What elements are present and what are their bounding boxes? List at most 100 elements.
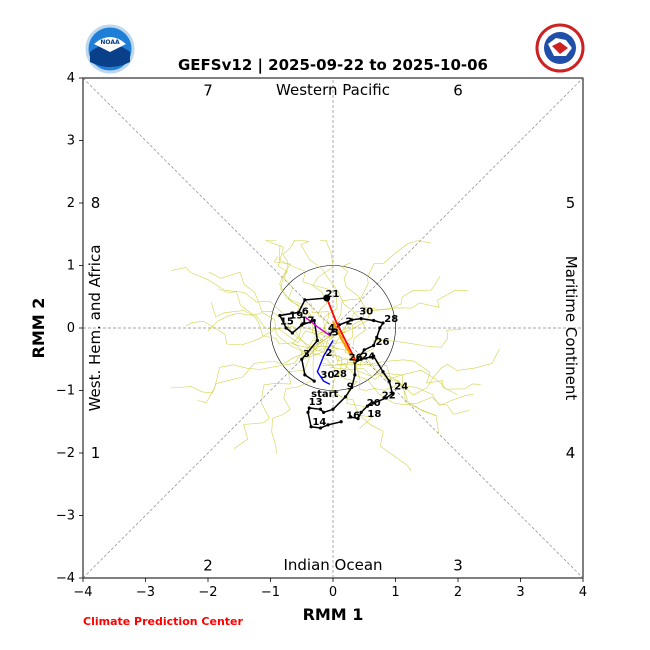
date-label: 15 bbox=[280, 316, 294, 327]
start-marker bbox=[323, 294, 331, 302]
forecast-magenta-track-line bbox=[304, 316, 331, 337]
ensemble-mean-track-point bbox=[375, 335, 379, 339]
phase-number: 6 bbox=[453, 82, 463, 100]
x-tick-label: −1 bbox=[261, 585, 280, 600]
ensemble-member-line bbox=[170, 339, 325, 394]
y-tick-label: −2 bbox=[56, 446, 75, 461]
past-track-point bbox=[300, 357, 304, 361]
ensemble-member-line bbox=[332, 290, 468, 344]
ensemble-member-line bbox=[329, 326, 373, 429]
x-tick-label: 2 bbox=[454, 585, 462, 600]
y-axis-label: RMM 2 bbox=[29, 298, 48, 359]
date-label: start bbox=[311, 389, 338, 400]
ensemble-mean-track-point bbox=[355, 358, 359, 363]
ensemble-member-line bbox=[313, 276, 441, 356]
ensemble-member-line bbox=[330, 367, 481, 390]
date-label: 3 bbox=[332, 328, 339, 339]
past-track-line bbox=[278, 297, 327, 382]
ensemble-member-line bbox=[321, 338, 437, 417]
past-track-point bbox=[290, 331, 294, 335]
date-label: 30 bbox=[359, 306, 373, 317]
x-axis-ticks: −4 −3 −2 −1 0 1 2 3 4 bbox=[73, 578, 587, 600]
date-label: 24 bbox=[394, 381, 408, 392]
ensemble-member-line bbox=[185, 320, 330, 352]
x-tick-label: −2 bbox=[198, 585, 217, 600]
ensemble-member-line bbox=[278, 245, 338, 353]
x-axis-label: RMM 1 bbox=[303, 605, 364, 624]
y-tick-label: 3 bbox=[67, 134, 75, 149]
observed-track-point bbox=[339, 420, 343, 424]
region-western-pacific: Western Pacific bbox=[276, 81, 390, 99]
phase-number: 2 bbox=[203, 557, 213, 575]
date-label: 3 bbox=[303, 349, 310, 360]
phase-number: 3 bbox=[453, 557, 463, 575]
y-tick-label: 0 bbox=[67, 321, 75, 336]
diagonal-line-1 bbox=[82, 77, 584, 579]
observed-track-point bbox=[318, 426, 323, 430]
ensemble-mean-track-point bbox=[381, 321, 385, 325]
ensemble-member-line bbox=[319, 350, 458, 395]
ensemble-member-line bbox=[273, 256, 337, 343]
observed-track-point bbox=[387, 379, 391, 383]
date-label: 20 bbox=[367, 398, 381, 409]
x-tick-label: 0 bbox=[329, 585, 337, 600]
ensemble-mean-track-point bbox=[362, 348, 366, 352]
observed-track-point bbox=[372, 401, 376, 405]
date-label: 19 bbox=[289, 311, 303, 322]
phase-number: 5 bbox=[566, 194, 576, 212]
past-track-point bbox=[278, 313, 282, 318]
rmm-tracks bbox=[278, 294, 394, 430]
nws-logo bbox=[535, 23, 585, 73]
observed-track-point bbox=[309, 425, 313, 429]
date-label: 28 bbox=[384, 314, 398, 325]
date-label: 2 bbox=[326, 348, 333, 359]
date-label: 28 bbox=[333, 369, 347, 380]
ensemble-mean-track-point bbox=[331, 329, 335, 333]
date-label: 14 bbox=[312, 417, 326, 428]
date-label: 21 bbox=[326, 289, 340, 300]
observed-track-point bbox=[365, 404, 369, 408]
y-tick-label: −1 bbox=[56, 384, 75, 399]
forecast-orange-track bbox=[332, 321, 356, 363]
ensemble-mean-track-point bbox=[372, 343, 376, 348]
observed-track-point bbox=[343, 395, 348, 399]
date-label: 13 bbox=[309, 397, 323, 408]
ensemble-member-line bbox=[218, 288, 317, 360]
date-label: 30 bbox=[321, 370, 335, 381]
past-track-point bbox=[315, 338, 319, 343]
observed-track-point bbox=[356, 417, 360, 421]
forecast-blue-track-line bbox=[316, 340, 334, 385]
x-tick-label: 4 bbox=[579, 585, 587, 600]
y-tick-label: −3 bbox=[56, 509, 75, 524]
past-track-point bbox=[312, 379, 316, 383]
ensemble-member-line bbox=[282, 240, 310, 349]
observed-track-point bbox=[384, 396, 388, 400]
ensemble-mean-track-point bbox=[359, 317, 363, 321]
date-label: 22 bbox=[382, 391, 396, 402]
chart-title: GEFSv12 | 2025-09-22 to 2025-10-06 bbox=[178, 56, 488, 75]
past-track-point bbox=[303, 298, 307, 302]
region-maritime-continent: Maritime Continent bbox=[562, 256, 580, 401]
date-label: 16 bbox=[346, 411, 360, 422]
observed-track-point bbox=[353, 373, 357, 377]
ensemble-mean-track-point bbox=[350, 318, 354, 322]
x-tick-label: −3 bbox=[136, 585, 155, 600]
ensemble-member-line bbox=[208, 271, 314, 349]
date-label: 26 bbox=[349, 353, 363, 364]
date-label: 4 bbox=[328, 323, 335, 334]
observed-track-point bbox=[322, 410, 326, 414]
past-track-point bbox=[300, 323, 304, 327]
forecast-red-track-line bbox=[325, 297, 356, 360]
past-track-point bbox=[312, 318, 316, 323]
noaa-logo: NOAA bbox=[85, 24, 135, 74]
y-tick-label: 2 bbox=[67, 196, 75, 211]
date-label: 2 bbox=[346, 316, 353, 327]
observed-track-point bbox=[306, 410, 310, 414]
observed-track-point bbox=[307, 406, 311, 410]
y-axis-ticks: −4 −3 −2 −1 0 1 2 3 4 bbox=[56, 71, 83, 586]
x-tick-label: 1 bbox=[391, 585, 399, 600]
ensemble-member-line bbox=[197, 345, 348, 403]
phase-number: 8 bbox=[91, 194, 101, 212]
